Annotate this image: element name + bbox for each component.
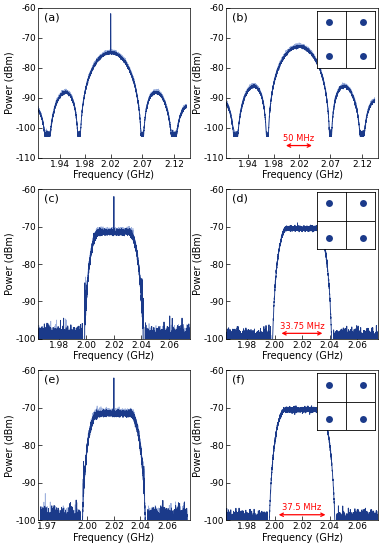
X-axis label: Frequency (GHz): Frequency (GHz) <box>262 351 343 362</box>
X-axis label: Frequency (GHz): Frequency (GHz) <box>73 170 154 180</box>
X-axis label: Frequency (GHz): Frequency (GHz) <box>73 351 154 362</box>
Y-axis label: Power (dBm): Power (dBm) <box>4 232 14 295</box>
Text: 33.75 MHz: 33.75 MHz <box>280 322 324 331</box>
Text: (c): (c) <box>44 194 59 203</box>
Y-axis label: Power (dBm): Power (dBm) <box>4 414 14 477</box>
Y-axis label: Power (dBm): Power (dBm) <box>193 51 202 114</box>
Text: (e): (e) <box>44 375 60 385</box>
Y-axis label: Power (dBm): Power (dBm) <box>193 232 202 295</box>
Text: 37.5 MHz: 37.5 MHz <box>282 503 322 513</box>
Text: (d): (d) <box>232 194 248 203</box>
X-axis label: Frequency (GHz): Frequency (GHz) <box>262 533 343 543</box>
Text: (f): (f) <box>232 375 245 385</box>
X-axis label: Frequency (GHz): Frequency (GHz) <box>262 170 343 180</box>
Y-axis label: Power (dBm): Power (dBm) <box>193 414 202 477</box>
Text: (a): (a) <box>44 12 60 22</box>
Text: (b): (b) <box>232 12 248 22</box>
Text: 50 MHz: 50 MHz <box>283 135 314 143</box>
X-axis label: Frequency (GHz): Frequency (GHz) <box>73 533 154 543</box>
Y-axis label: Power (dBm): Power (dBm) <box>4 51 14 114</box>
